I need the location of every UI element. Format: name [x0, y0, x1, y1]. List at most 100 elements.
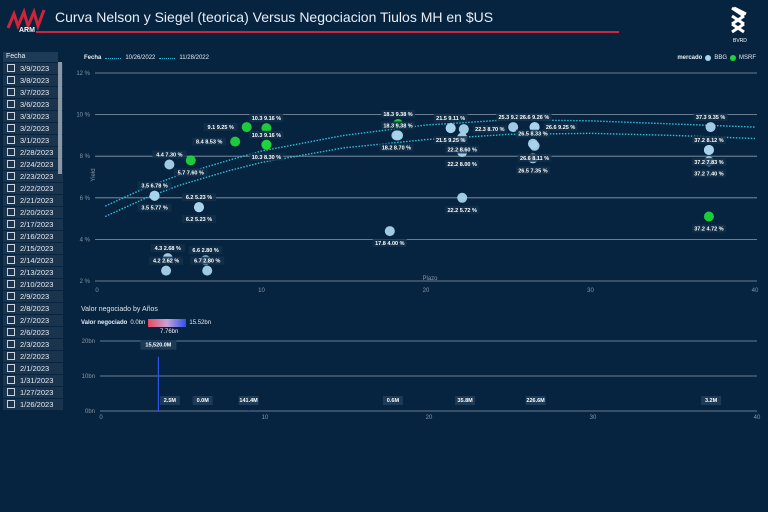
bbg-point [149, 190, 160, 201]
slicer-item[interactable]: 2/6/2023 [3, 326, 63, 338]
slicer-item[interactable]: 3/3/2023 [3, 110, 63, 122]
data-label: 4.4 7.30 % [156, 153, 182, 159]
checkbox[interactable] [7, 172, 15, 181]
slicer-item[interactable]: 2/23/2023 [3, 170, 63, 182]
checkbox[interactable] [7, 76, 15, 85]
checkbox[interactable] [7, 208, 15, 217]
slicer-item[interactable]: 2/9/2023 [3, 290, 63, 302]
bbg-point [161, 265, 172, 276]
checkbox[interactable] [7, 220, 15, 229]
slicer-item[interactable]: 3/6/2023 [3, 98, 63, 110]
checkbox[interactable] [7, 124, 15, 133]
data-label-bg [152, 150, 187, 159]
data-label-bg [150, 244, 185, 253]
slicer-item[interactable]: 2/17/2023 [3, 218, 63, 230]
data-label: 37.2 4.72 % [694, 227, 723, 233]
slicer-item[interactable]: 2/20/2023 [3, 206, 63, 218]
slicer-item[interactable]: 2/1/2023 [3, 362, 63, 374]
slicer-item[interactable]: 1/31/2023 [3, 374, 63, 386]
data-label-bg [433, 136, 468, 145]
checkbox[interactable] [7, 148, 15, 157]
slicer-item[interactable]: 2/13/2023 [3, 266, 63, 278]
bbg-point [703, 144, 714, 155]
data-label-bg [382, 396, 403, 405]
y-tick-label: 20bn [82, 339, 95, 345]
slicer-item[interactable]: 2/7/2023 [3, 314, 63, 326]
checkbox[interactable] [7, 316, 15, 325]
data-label-bg [525, 396, 546, 405]
slicer-item[interactable]: 1/27/2023 [3, 386, 63, 398]
slicer-item-label: 2/3/2023 [20, 339, 50, 349]
slicer-scrollbar[interactable] [58, 62, 62, 174]
slicer-item-label: 2/16/2023 [20, 231, 54, 241]
legend-series-2[interactable]: 11/28/2022 [179, 55, 209, 61]
data-label: 25.3 9.25 % [499, 115, 528, 121]
checkbox[interactable] [7, 376, 15, 385]
checkbox[interactable] [7, 400, 15, 409]
checkbox[interactable] [7, 184, 15, 193]
legend-bbg[interactable]: BBG [714, 55, 727, 61]
data-label: 8.4 8.53 % [196, 140, 222, 146]
slicer-item[interactable]: 3/1/2023 [3, 134, 63, 146]
checkbox[interactable] [7, 328, 15, 337]
slicer-item[interactable]: 2/2/2023 [3, 350, 63, 362]
data-label-bg [472, 125, 507, 134]
slicer-item[interactable]: 2/24/2023 [3, 158, 63, 170]
checkbox[interactable] [7, 232, 15, 241]
legend-series-1[interactable]: 10/26/2022 [125, 55, 156, 61]
slicer-item[interactable]: 2/22/2023 [3, 182, 63, 194]
slicer-item-label: 2/15/2023 [20, 243, 54, 253]
slicer-item[interactable]: 2/15/2023 [3, 242, 63, 254]
checkbox[interactable] [7, 364, 15, 373]
msrf-point [261, 123, 272, 134]
checkbox[interactable] [7, 112, 15, 121]
curve-legend: Fecha 10/26/2022 11/28/2022 [84, 55, 209, 61]
data-label-bg [701, 396, 722, 405]
slicer-item[interactable]: 3/7/2023 [3, 86, 63, 98]
slicer-item[interactable]: 3/2/2023 [3, 122, 63, 134]
checkbox[interactable] [7, 88, 15, 97]
checkbox[interactable] [7, 388, 15, 397]
date-slicer: Fecha 3/9/2023 3/8/2023 3/7/2023 3/6/2023 3/… [3, 52, 65, 410]
data-label: 6.6 2.80 % [192, 248, 218, 254]
checkbox[interactable] [7, 256, 15, 265]
slicer-item-label: 2/23/2023 [20, 171, 54, 181]
data-label-bg [140, 340, 177, 350]
slicer-item[interactable]: 3/9/2023 [3, 62, 63, 74]
slicer-item[interactable]: 2/14/2023 [3, 254, 63, 266]
checkbox[interactable] [7, 136, 15, 145]
slicer-item-label: 3/6/2023 [20, 99, 50, 109]
data-label-bg [445, 205, 480, 214]
slicer-item[interactable]: 2/16/2023 [3, 230, 63, 242]
slicer-item-label: 2/9/2023 [20, 291, 50, 301]
slicer-item-label: 2/17/2023 [20, 219, 54, 229]
data-label: 37.2 8.12 % [694, 138, 723, 144]
slicer-item[interactable]: 2/8/2023 [3, 302, 63, 314]
bar-data-label: 35.8M [457, 398, 473, 404]
checkbox[interactable] [7, 280, 15, 289]
checkbox[interactable] [7, 352, 15, 361]
logo-text: ARM [19, 27, 35, 34]
data-label-bg [381, 109, 416, 118]
slicer-item[interactable]: 3/8/2023 [3, 74, 63, 86]
slicer-item-label: 2/8/2023 [20, 303, 50, 313]
slicer-item[interactable]: 2/3/2023 [3, 338, 63, 350]
market-legend: mercado BBG MSRF [677, 55, 756, 61]
checkbox[interactable] [7, 244, 15, 253]
slicer-item[interactable]: 2/28/2023 [3, 146, 63, 158]
y-tick-label: 6 % [80, 196, 91, 202]
legend-msrf[interactable]: MSRF [739, 55, 756, 61]
checkbox[interactable] [7, 64, 15, 73]
checkbox[interactable] [7, 292, 15, 301]
slicer-item[interactable]: 2/10/2023 [3, 278, 63, 290]
slicer-item-label: 2/7/2023 [20, 315, 50, 325]
checkbox[interactable] [7, 100, 15, 109]
checkbox[interactable] [7, 304, 15, 313]
slicer-item-label: 3/8/2023 [20, 75, 50, 85]
checkbox[interactable] [7, 340, 15, 349]
checkbox[interactable] [7, 160, 15, 169]
slicer-item[interactable]: 2/21/2023 [3, 194, 63, 206]
checkbox[interactable] [7, 268, 15, 277]
checkbox[interactable] [7, 196, 15, 205]
slicer-item[interactable]: 1/26/2023 [3, 398, 63, 410]
